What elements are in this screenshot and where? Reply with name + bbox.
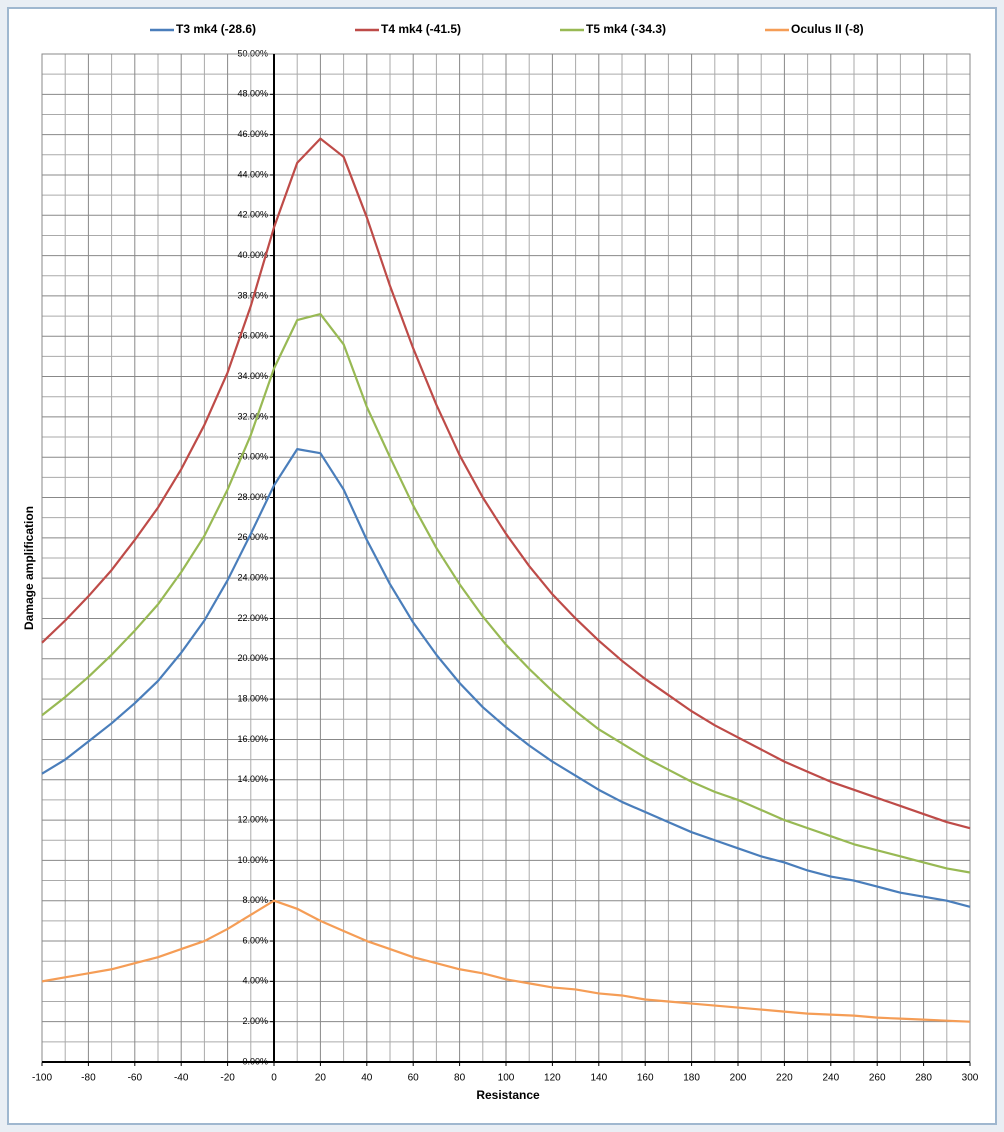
x-tick-label: 120 bbox=[544, 1073, 561, 1084]
y-tick-label: 4.00% bbox=[242, 976, 268, 986]
legend-label: T3 mk4 (-28.6) bbox=[176, 22, 256, 36]
x-tick-label: 0 bbox=[271, 1073, 277, 1084]
x-tick-label: 40 bbox=[361, 1073, 373, 1084]
x-tick-label: -100 bbox=[32, 1073, 52, 1084]
x-tick-label: 260 bbox=[869, 1073, 886, 1084]
y-tick-label: 48.00% bbox=[237, 89, 268, 99]
y-tick-label: 18.00% bbox=[237, 693, 268, 703]
legend-label: T5 mk4 (-34.3) bbox=[586, 22, 666, 36]
y-tick-label: 10.00% bbox=[237, 855, 268, 865]
y-tick-label: 42.00% bbox=[237, 210, 268, 220]
series-line bbox=[41, 312, 971, 874]
x-tick-label: 220 bbox=[776, 1073, 793, 1084]
series-line bbox=[41, 137, 971, 830]
y-tick-label: 16.00% bbox=[237, 734, 268, 744]
x-tick-label: 200 bbox=[730, 1073, 747, 1084]
y-tick-label: 44.00% bbox=[237, 169, 268, 179]
y-tick-label: 2.00% bbox=[242, 1016, 268, 1026]
y-tick-label: 28.00% bbox=[237, 492, 268, 502]
y-tick-label: 24.00% bbox=[237, 573, 268, 583]
y-tick-label: 50.00% bbox=[237, 48, 268, 58]
series-line bbox=[41, 899, 971, 1023]
y-tick-label: 6.00% bbox=[242, 935, 268, 945]
x-tick-label: -60 bbox=[128, 1073, 143, 1084]
x-tick-label: 80 bbox=[454, 1073, 466, 1084]
y-tick-label: 14.00% bbox=[237, 774, 268, 784]
y-axis-title: Damage amplification bbox=[22, 506, 36, 630]
x-tick-label: 140 bbox=[590, 1073, 607, 1084]
x-tick-label: 240 bbox=[822, 1073, 839, 1084]
x-tick-label: 180 bbox=[683, 1073, 700, 1084]
y-tick-label: 36.00% bbox=[237, 331, 268, 341]
y-tick-label: 22.00% bbox=[237, 613, 268, 623]
y-tick-label: 34.00% bbox=[237, 371, 268, 381]
x-tick-label: -20 bbox=[220, 1073, 235, 1084]
chart-frame bbox=[7, 7, 997, 1125]
y-tick-label: 20.00% bbox=[237, 653, 268, 663]
y-tick-label: 40.00% bbox=[237, 250, 268, 260]
x-tick-label: 160 bbox=[637, 1073, 654, 1084]
x-tick-label: 300 bbox=[962, 1073, 979, 1084]
series-line bbox=[41, 448, 971, 908]
legend-label: Oculus II (-8) bbox=[791, 22, 864, 36]
y-tick-label: 8.00% bbox=[242, 895, 268, 905]
x-tick-label: 280 bbox=[915, 1073, 932, 1084]
y-tick-label: 12.00% bbox=[237, 814, 268, 824]
x-tick-label: -40 bbox=[174, 1073, 189, 1084]
y-tick-label: 30.00% bbox=[237, 452, 268, 462]
x-tick-label: 20 bbox=[315, 1073, 327, 1084]
y-tick-label: 38.00% bbox=[237, 290, 268, 300]
x-axis-title: Resistance bbox=[476, 1088, 540, 1102]
y-tick-label: 46.00% bbox=[237, 129, 268, 139]
y-tick-label: 26.00% bbox=[237, 532, 268, 542]
x-tick-label: -80 bbox=[81, 1073, 96, 1084]
legend-label: T4 mk4 (-41.5) bbox=[381, 22, 461, 36]
x-tick-label: 60 bbox=[408, 1073, 420, 1084]
y-tick-label: 32.00% bbox=[237, 411, 268, 421]
x-tick-label: 100 bbox=[498, 1073, 515, 1084]
